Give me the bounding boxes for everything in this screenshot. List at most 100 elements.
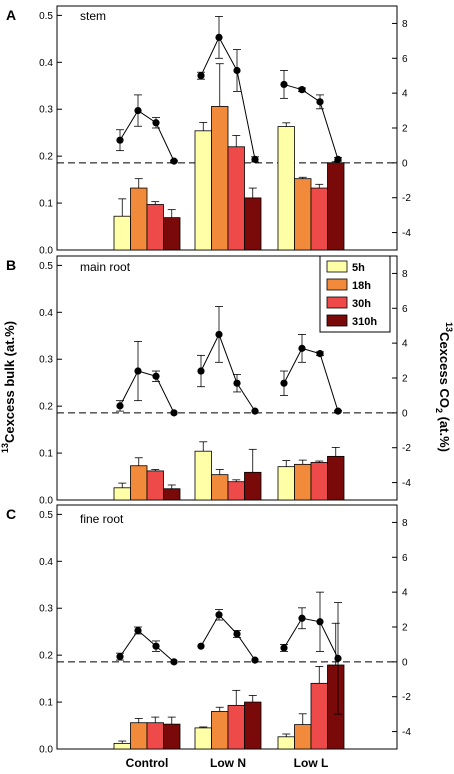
- panel-b-co2-point-low-n-310h: [251, 407, 259, 415]
- panel-b-y-right-tick-label: 6: [402, 304, 408, 315]
- panel-c-co2-point-control-30h: [152, 642, 160, 650]
- panel-b-bar-control-18h: [130, 465, 148, 501]
- panel-b-y-right-tick-label: 0: [402, 408, 408, 419]
- panel-a-bar-low-l-30h: [310, 187, 328, 251]
- panel-a-y-left-tick-label: 0.4: [39, 58, 53, 69]
- panel-a-y-left-tick-label: 0.1: [39, 199, 53, 210]
- panel-c-y-left-tick-label: 0.2: [39, 651, 53, 662]
- panel-a-y-left-tick-label: 0.2: [39, 152, 53, 163]
- category-label-low-n: Low N: [210, 756, 246, 770]
- panel-c-y-left-tick-label: 0.0: [39, 745, 53, 756]
- panel-a-bar-low-l-5h: [277, 126, 295, 251]
- panel-b-bar-low-l-310h: [327, 455, 345, 501]
- panel-b-y-left-tick-label: 0.2: [39, 402, 53, 413]
- panel-a-co2-point-control-5h: [116, 136, 124, 144]
- y-right-axis-title-subscript: 2: [434, 408, 444, 413]
- panel-c-y-right-tick-label: 8: [402, 518, 408, 529]
- panel-b-bar-control-310h: [163, 488, 181, 501]
- panel-c-co2-point-low-n-5h: [197, 642, 205, 650]
- panel-a-co2-point-control-310h: [170, 157, 178, 165]
- y-right-axis-title-tail: (at.%): [437, 413, 452, 452]
- panel-b-letter: B: [6, 257, 16, 273]
- panel-b-co2-point-low-n-18h: [215, 330, 223, 339]
- panel-a-bar-control-310h: [163, 217, 181, 251]
- panel-b-bar-control-30h: [146, 470, 164, 501]
- legend-label-310h: 310h: [352, 316, 377, 328]
- panel-a-title: stem: [80, 9, 106, 23]
- panel-c-co2-point-control-310h: [170, 658, 178, 666]
- panel-b-co2-point-low-l-18h: [298, 344, 306, 352]
- panel-a-bar-low-n-5h: [194, 130, 212, 251]
- panel-b-co2-point-low-l-5h: [280, 379, 288, 387]
- panel-b-title: main root: [80, 260, 131, 274]
- panel-c-bar-low-n-18h: [211, 711, 229, 750]
- panel-c-y-right-tick-label: -2: [402, 692, 411, 703]
- panel-a-co2-point-low-n-5h: [197, 72, 205, 80]
- y-right-axis-title: 13Cexcess CO2 (at.%): [434, 322, 454, 452]
- panel-c-co2-point-low-l-5h: [280, 644, 288, 652]
- y-left-axis-title-main: Cexcess bulk (at.%): [2, 321, 17, 443]
- panel-c-co2-point-control-18h: [134, 626, 142, 635]
- panel-b-y-left-tick-label: 0.0: [39, 496, 53, 507]
- panel-c-co2-point-low-n-310h: [251, 656, 259, 664]
- panel-c-y-left-tick-label: 0.3: [39, 604, 53, 615]
- category-label-control: Control: [126, 756, 169, 770]
- panel-c-bar-low-n-5h: [194, 727, 212, 750]
- panel-a-co2-point-low-l-310h: [334, 155, 342, 163]
- panel-a-y-left-tick-label: 0.3: [39, 105, 53, 116]
- panel-a-y-right-tick-label: 6: [402, 54, 408, 65]
- panel-a-y-right-tick-label: -2: [402, 193, 411, 204]
- panel-b-y-right-tick-label: 8: [402, 269, 408, 280]
- panel-a-co2-point-control-18h: [134, 106, 142, 115]
- panel-a-y-right-tick-label: 2: [402, 124, 408, 135]
- panel-a-y-right-tick-label: 8: [402, 19, 408, 30]
- panel-a-bar-control-5h: [113, 215, 131, 251]
- panel-a-bar-low-l-310h: [327, 162, 345, 251]
- panel-b-co2-point-low-n-5h: [197, 367, 205, 375]
- panel-b-y-left-tick-label: 0.3: [39, 355, 53, 366]
- panel-b-bar-low-l-5h: [277, 466, 295, 501]
- panel-b-y-left-tick-label: 0.5: [39, 261, 53, 272]
- legend: 5h 18h 30h 310h: [319, 255, 391, 333]
- panel-b-bar-low-n-5h: [194, 450, 212, 501]
- panel-c-bar-control-310h: [163, 723, 181, 750]
- y-left-axis-title-superscript: 13: [0, 443, 10, 453]
- panel-b-y-right-tick-label: -2: [402, 443, 411, 454]
- legend-swatch-5h: [326, 260, 348, 273]
- panel-b-bar-low-l-30h: [310, 462, 328, 501]
- panel-a-co2-point-control-30h: [152, 119, 160, 127]
- panel-b-y-left-tick-label: 0.4: [39, 308, 53, 319]
- panel-b-bar-low-n-18h: [211, 474, 229, 501]
- legend-label-5h: 5h: [352, 262, 365, 274]
- panel-c-co2-point-low-l-30h: [316, 618, 324, 626]
- panel-b-co2-line-low-l: [283, 347, 339, 412]
- panel-a-co2-point-low-n-310h: [251, 155, 259, 163]
- panel-b-bar-low-n-30h: [227, 481, 245, 501]
- panel-a-co2-point-low-n-30h: [233, 66, 241, 75]
- panel-b-y-right-tick-label: -4: [402, 478, 411, 489]
- panel-b-co2-point-control-30h: [152, 372, 160, 380]
- panel-a-co2-line-low-l: [283, 83, 339, 160]
- panel-b-bar-low-l-18h: [294, 463, 312, 501]
- panel-a-co2-point-low-n-18h: [215, 33, 223, 41]
- panel-a-bar-low-n-30h: [227, 146, 245, 251]
- panel-a-bar-low-n-18h: [211, 106, 229, 251]
- panel-b-co2-point-low-n-30h: [233, 379, 241, 387]
- category-label-low-l: Low L: [294, 756, 329, 770]
- panel-a-co2-line-control: [119, 109, 175, 162]
- panel-c-title: fine root: [80, 512, 124, 526]
- legend-swatch-30h: [326, 296, 348, 309]
- panel-c-co2-point-low-l-18h: [298, 614, 306, 622]
- y-left-axis-title: 13Cexcess bulk (at.%): [0, 321, 17, 453]
- panel-c-co2-line-control: [119, 629, 175, 663]
- panel-b-co2-point-low-l-310h: [334, 407, 342, 415]
- panel-c-co2-line-low-n: [200, 613, 256, 661]
- legend-label-18h: 18h: [352, 280, 371, 292]
- panel-c-bar-low-l-30h: [310, 682, 328, 750]
- panel-a-y-left-tick-label: 0.5: [39, 11, 53, 22]
- panel-c-bar-control-5h: [113, 742, 131, 750]
- panel-b-co2-line-low-n: [200, 333, 256, 412]
- panel-c-y-left-tick-label: 0.4: [39, 557, 53, 568]
- panel-b-y-left-tick-label: 0.1: [39, 449, 53, 460]
